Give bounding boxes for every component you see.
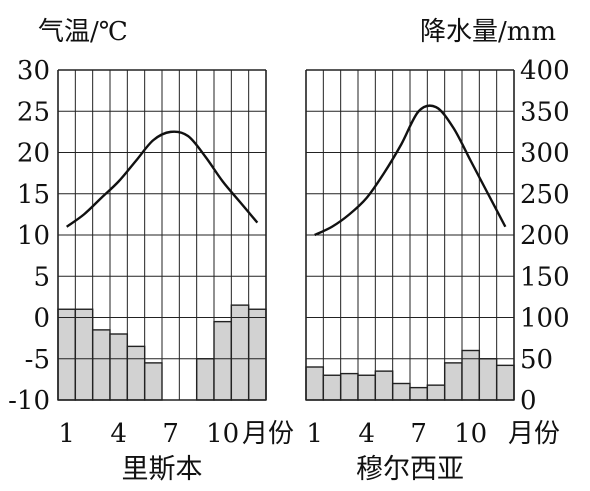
precip-bar: [461, 349, 481, 401]
month-tick-label: 4: [358, 419, 375, 449]
month-tick-label: 4: [110, 419, 127, 449]
temp-tick-label: 15: [17, 180, 50, 210]
temp-tick-label: -5: [25, 345, 50, 375]
month-tick-label: 10: [206, 419, 239, 449]
month-tick-label: 7: [410, 419, 427, 449]
precip-tick-label: 250: [520, 180, 570, 210]
precip-bar: [74, 308, 94, 401]
precip-bar: [213, 320, 233, 401]
precip-bar: [409, 386, 429, 401]
temp-tick-label: 5: [33, 262, 50, 292]
temperature-line: [65, 130, 259, 228]
temp-tick-label: 10: [17, 221, 50, 251]
month-tick-label: 1: [58, 419, 75, 449]
precip-tick-label: 150: [520, 262, 570, 292]
month-tick-label: 10: [454, 419, 487, 449]
precip-bar: [126, 345, 146, 401]
precip-bar: [495, 364, 515, 401]
precip-bar: [247, 308, 267, 401]
precip-bar: [357, 374, 377, 401]
precip-bar: [91, 329, 111, 401]
precip-bar: [109, 333, 129, 401]
panel-lisbon: 1 4 7 10 30 25 20 15 10 5 0 -5 -10 里斯本: [8, 56, 267, 485]
precip-bar: [374, 370, 394, 401]
temperature-line: [314, 104, 507, 237]
panel-murcia: 1 4 7 10 400 350 300 250 200 150 100 50 0 穆尔西亚: [305, 56, 570, 485]
precip-bar: [195, 358, 215, 401]
precip-tick-label: 400: [520, 56, 570, 86]
precip-bar: [322, 374, 342, 401]
right-axis-title: 降水量/mm: [420, 17, 556, 47]
month-tick-label: 7: [162, 419, 179, 449]
precip-bar: [143, 362, 163, 401]
precip-tick-label: 50: [520, 345, 553, 375]
precip-tick-label: 100: [520, 304, 570, 334]
precip-bar: [57, 308, 77, 401]
temp-tick-label: 30: [17, 56, 50, 86]
precip-tick-label: 300: [520, 139, 570, 169]
precip-bar: [443, 362, 463, 401]
temp-tick-label: 25: [17, 97, 50, 127]
precip-bar: [305, 366, 325, 401]
left-axis-title: 气温/℃: [38, 17, 128, 47]
precip-bar: [339, 372, 359, 401]
precip-tick-label: 0: [520, 386, 537, 416]
month-tick-label: 1: [306, 419, 323, 449]
temp-tick-label: 20: [17, 139, 50, 169]
precip-bar: [478, 358, 498, 401]
city-name: 穆尔西亚: [356, 454, 464, 485]
city-name: 里斯本: [122, 454, 203, 485]
month-axis-title-left: 月份: [242, 419, 294, 449]
precip-tick-label: 350: [520, 97, 570, 127]
temp-tick-label: -10: [8, 386, 50, 416]
precip-bar: [391, 382, 411, 401]
precip-tick-label: 200: [520, 221, 570, 251]
month-axis-title-right: 月份: [508, 419, 560, 449]
precip-bar: [230, 304, 250, 401]
precip-bar: [426, 384, 446, 401]
temp-tick-label: 0: [33, 304, 50, 334]
